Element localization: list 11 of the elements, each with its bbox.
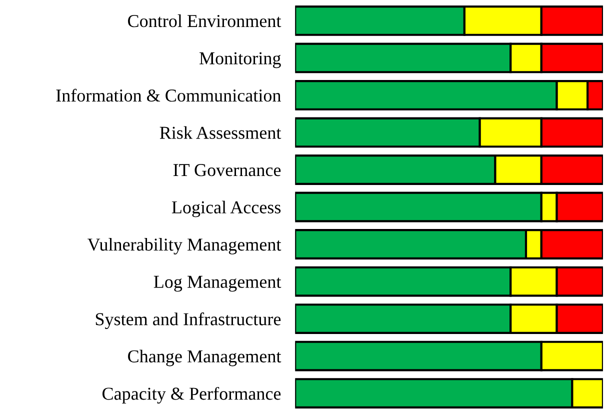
y-tick-label: Risk Assessment — [160, 126, 282, 139]
y-tick-label: IT Governance — [173, 164, 281, 176]
y-tick-label: Capacity & Performance — [102, 386, 281, 404]
y-tick-label: Information & Communication — [56, 88, 281, 102]
y-tick-label: Control Environment — [128, 14, 282, 28]
y-tick-label: Vulnerability Management — [87, 238, 282, 254]
y-tick-label: Log Management — [154, 276, 282, 292]
y-tick-label: System and Infrastructure — [96, 312, 281, 330]
y-tick-label: Logical Access — [172, 200, 281, 218]
y-tick-label: Change Management — [128, 350, 282, 366]
y-tick-label: Monitoring — [200, 52, 281, 68]
